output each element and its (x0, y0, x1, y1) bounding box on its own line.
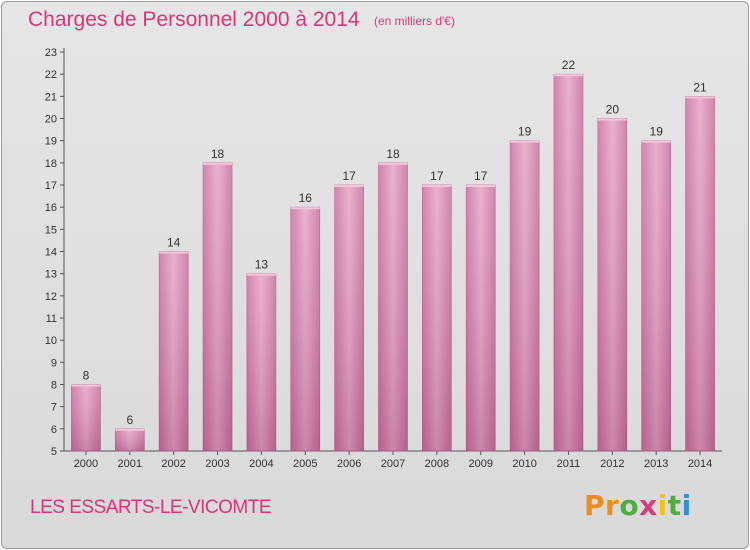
y-tick-label: 9 (51, 357, 57, 369)
bar-shade (378, 162, 408, 452)
x-tick-label: 2004 (249, 458, 273, 470)
y-tick-label: 23 (45, 47, 57, 59)
y-tick-label: 6 (51, 424, 57, 436)
y-tick-label: 15 (45, 224, 57, 236)
x-tick-label: 2002 (161, 458, 185, 470)
value-label: 20 (606, 103, 620, 117)
bar-top-highlight (290, 207, 320, 210)
logo-part: x (639, 489, 658, 522)
logo-part: i (681, 489, 692, 522)
bar-top-highlight (422, 185, 452, 187)
x-tick-label: 2003 (205, 458, 229, 470)
town-name: LES ESSARTS-LE-VICOMTE (30, 497, 272, 518)
bar-top-highlight (597, 118, 627, 121)
bar-top-highlight (378, 162, 408, 165)
y-tick-label: 14 (45, 247, 57, 259)
y-tick-label: 21 (45, 91, 57, 103)
bar-top-highlight (334, 185, 364, 187)
bar-shade (71, 384, 101, 451)
logo-part: i (657, 489, 668, 522)
value-label: 17 (342, 169, 356, 183)
bar-shade (115, 428, 145, 451)
value-label: 22 (562, 58, 576, 72)
bar-shade (203, 162, 233, 452)
bar-shade (553, 74, 583, 452)
value-label: 17 (474, 169, 488, 183)
bar-shade (422, 185, 452, 451)
value-label: 13 (255, 258, 269, 272)
bar-top-highlight (115, 428, 145, 431)
y-tick-label: 17 (45, 180, 57, 192)
value-label: 18 (386, 147, 400, 161)
value-label: 16 (299, 191, 313, 205)
y-tick-label: 10 (45, 335, 57, 347)
y-tick-label: 16 (45, 202, 57, 214)
y-tick-label: 11 (46, 313, 57, 325)
x-tick-label: 2000 (74, 458, 98, 470)
x-tick-label: 2005 (293, 458, 317, 470)
bar-shade (334, 185, 364, 451)
value-label: 18 (211, 147, 225, 161)
x-tick-label: 2014 (688, 458, 712, 470)
chart-title: Charges de Personnel 2000 à 2014 (28, 8, 360, 31)
x-tick-label: 2007 (381, 458, 405, 470)
y-tick-label: 20 (45, 114, 57, 126)
chart-subtitle: (en milliers d'€) (374, 14, 455, 28)
y-tick-label: 18 (45, 158, 57, 170)
value-label: 6 (126, 413, 133, 427)
x-tick-label: 2001 (118, 458, 142, 470)
x-tick-label: 2010 (512, 458, 536, 470)
bar-top-highlight (641, 140, 671, 143)
value-label: 17 (430, 169, 444, 183)
y-tick-label: 5 (51, 446, 57, 458)
x-tick-label: 2011 (557, 458, 581, 470)
x-tick-label: 2006 (337, 458, 361, 470)
logo-part: Pr (584, 489, 620, 522)
value-label: 19 (518, 125, 532, 139)
y-tick-label: 13 (45, 269, 57, 281)
y-tick-label: 22 (45, 69, 57, 81)
y-tick-label: 7 (51, 402, 57, 414)
bar-shade (510, 140, 540, 451)
bar-shade (246, 273, 276, 451)
bar-shade (466, 185, 496, 451)
logo-part: t (667, 489, 682, 522)
bar-shade (290, 207, 320, 451)
y-tick-label: 19 (45, 136, 57, 148)
bar-top-highlight (466, 185, 496, 187)
bar-shade (685, 96, 715, 451)
value-label: 21 (693, 80, 707, 94)
value-label: 14 (167, 236, 181, 250)
bar-top-highlight (203, 162, 233, 165)
bar-top-highlight (685, 96, 715, 99)
bar-top-highlight (553, 74, 583, 77)
x-tick-label: 2009 (468, 458, 492, 470)
bar-top-highlight (246, 273, 276, 276)
logo-part: o (619, 489, 640, 522)
proxiti-logo: Proxiti (584, 489, 692, 522)
x-tick-label: 2008 (425, 458, 449, 470)
bar-top-highlight (159, 251, 189, 254)
y-tick-label: 12 (45, 291, 57, 303)
bar-top-highlight (71, 384, 101, 387)
y-tick-label: 8 (51, 380, 57, 392)
bar-shade (597, 118, 627, 451)
x-tick-label: 2013 (644, 458, 668, 470)
x-tick-label: 2012 (600, 458, 624, 470)
value-label: 19 (650, 125, 664, 139)
bar-shade (159, 251, 189, 451)
bar-top-highlight (510, 140, 540, 143)
value-label: 8 (83, 369, 90, 383)
bar-shade (641, 140, 671, 451)
